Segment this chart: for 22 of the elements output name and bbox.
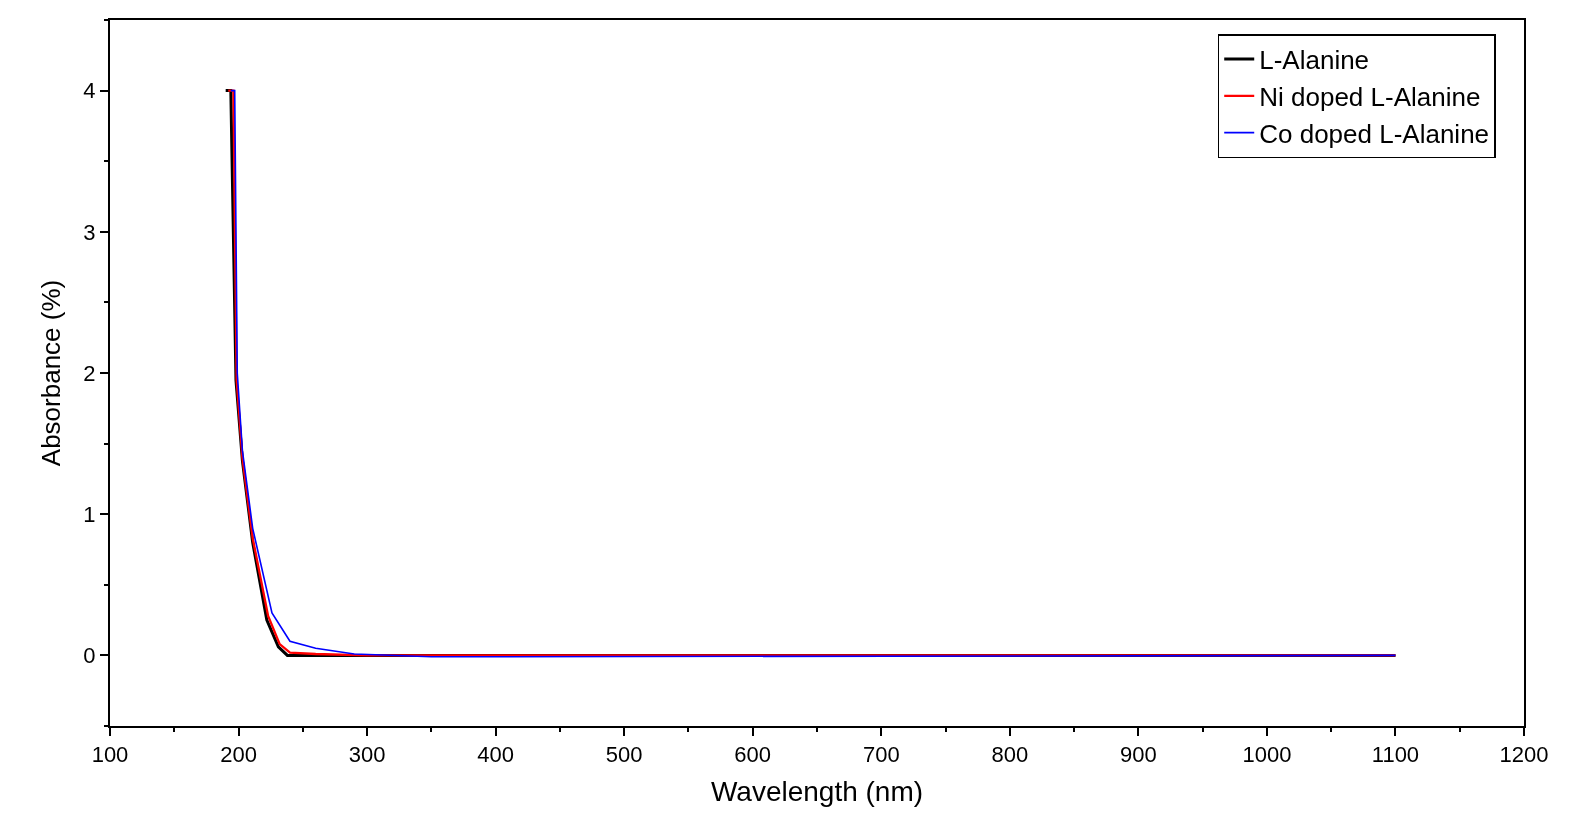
y-tick-label: 0 [83, 643, 96, 669]
y-tick-label: 1 [83, 501, 96, 527]
x-tick-label: 600 [734, 742, 772, 768]
x-tick-label: 1000 [1242, 742, 1292, 768]
x-axis-title: Wavelength (nm) [710, 776, 924, 807]
x-tick-label: 900 [1120, 742, 1157, 768]
x-tick-label: 700 [862, 742, 900, 768]
x-tick-label: 800 [991, 742, 1029, 768]
legend-label: Ni doped L-Alanine [1259, 81, 1481, 112]
x-tick-label: 100 [91, 742, 129, 768]
legend-label: L-Alanine [1259, 45, 1370, 76]
x-tick-label: 300 [348, 742, 386, 768]
x-tick-label: 400 [477, 742, 514, 768]
x-tick-label: 1100 [1371, 742, 1420, 768]
legend-label: Co doped L-Alanine [1259, 118, 1490, 149]
y-tick-label: 2 [83, 360, 96, 386]
y-tick-label: 3 [83, 219, 96, 245]
x-tick-label: 500 [605, 742, 643, 768]
y-axis-title: Absorbance (%) [36, 279, 67, 467]
y-tick-label: 4 [83, 78, 96, 104]
x-tick-label: 200 [220, 742, 257, 768]
x-tick-label: 1200 [1499, 742, 1549, 768]
